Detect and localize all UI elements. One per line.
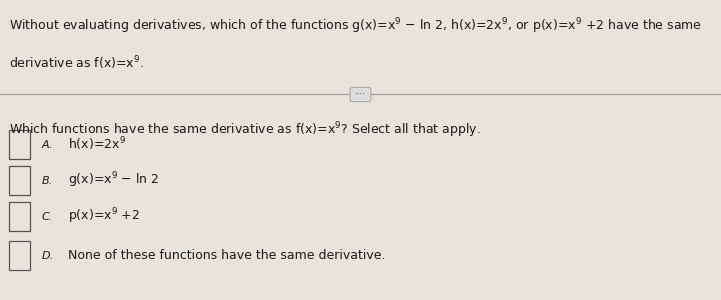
Text: derivative as f(x)=x$^9$.: derivative as f(x)=x$^9$. — [9, 54, 143, 72]
Text: Without evaluating derivatives, which of the functions g(x)=x$^9$ − ln 2, h(x)=2: Without evaluating derivatives, which of… — [9, 16, 702, 36]
Text: h(x)=2x$^9$: h(x)=2x$^9$ — [68, 136, 126, 153]
Bar — [9, 166, 30, 195]
Text: Which functions have the same derivative as f(x)=x$^9$? Select all that apply.: Which functions have the same derivative… — [9, 120, 480, 140]
Bar — [9, 130, 30, 159]
Bar — [9, 202, 30, 231]
Text: B.: B. — [42, 176, 53, 186]
Text: None of these functions have the same derivative.: None of these functions have the same de… — [68, 249, 386, 262]
Text: A.: A. — [42, 140, 53, 150]
Text: D.: D. — [42, 250, 54, 261]
Text: g(x)=x$^9$ − ln 2: g(x)=x$^9$ − ln 2 — [68, 171, 160, 190]
Bar — [9, 241, 30, 270]
Text: p(x)=x$^9$ +2: p(x)=x$^9$ +2 — [68, 207, 141, 226]
Text: ···: ··· — [352, 89, 369, 100]
Text: C.: C. — [42, 212, 53, 222]
